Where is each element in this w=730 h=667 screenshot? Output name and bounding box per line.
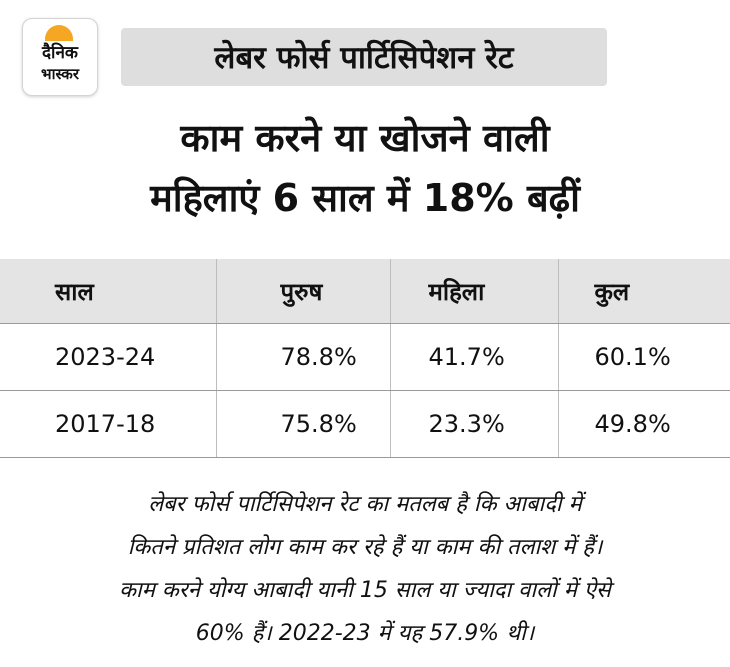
logo-line-1: दैनिक — [42, 43, 78, 63]
note-line: काम करने योग्य आबादी यानी 15 साल या ज्या… — [119, 578, 611, 603]
cell-year: 2023-24 — [0, 323, 217, 391]
note-line: 60% हैं। 2022-23 में यह 57.9% थी। — [195, 621, 535, 646]
dainik-bhaskar-logo: दैनिक भास्कर — [22, 18, 98, 96]
table-header-row: साल पुरुष महिला कुल — [0, 259, 730, 324]
header-total: कुल — [558, 259, 730, 324]
cell-female: 23.3% — [390, 390, 559, 458]
header-male: पुरुष — [216, 259, 391, 324]
cell-male: 78.8% — [216, 323, 391, 391]
topic-tag: लेबर फोर्स पार्टिसिपेशन रेट — [121, 28, 607, 86]
note-line: कितने प्रतिशत लोग काम कर रहे हैं या काम … — [127, 535, 603, 560]
cell-year: 2017-18 — [0, 390, 217, 458]
sun-icon — [45, 25, 73, 41]
logo-line-2: भास्कर — [41, 65, 79, 83]
header-year: साल — [0, 259, 217, 324]
participation-table: साल पुरुष महिला कुल 2023-24 78.8% 41.7% … — [0, 259, 730, 458]
table-row: 2023-24 78.8% 41.7% 60.1% — [0, 323, 730, 391]
explanation-note: लेबर फोर्स पार्टिसिपेशन रेट का मतलब है क… — [14, 483, 716, 655]
cell-total: 60.1% — [558, 323, 730, 391]
cell-total: 49.8% — [558, 390, 730, 458]
table-row: 2017-18 75.8% 23.3% 49.8% — [0, 390, 730, 458]
headline-line-2: महिलाएं 6 साल में 18% बढ़ीं — [150, 176, 580, 220]
cell-female: 41.7% — [390, 323, 559, 391]
headline-line-1: काम करने या खोजने वाली — [180, 116, 550, 160]
cell-male: 75.8% — [216, 390, 391, 458]
header-female: महिला — [390, 259, 559, 324]
note-line: लेबर फोर्स पार्टिसिपेशन रेट का मतलब है क… — [148, 492, 582, 517]
headline: काम करने या खोजने वाली महिलाएं 6 साल में… — [0, 108, 730, 228]
